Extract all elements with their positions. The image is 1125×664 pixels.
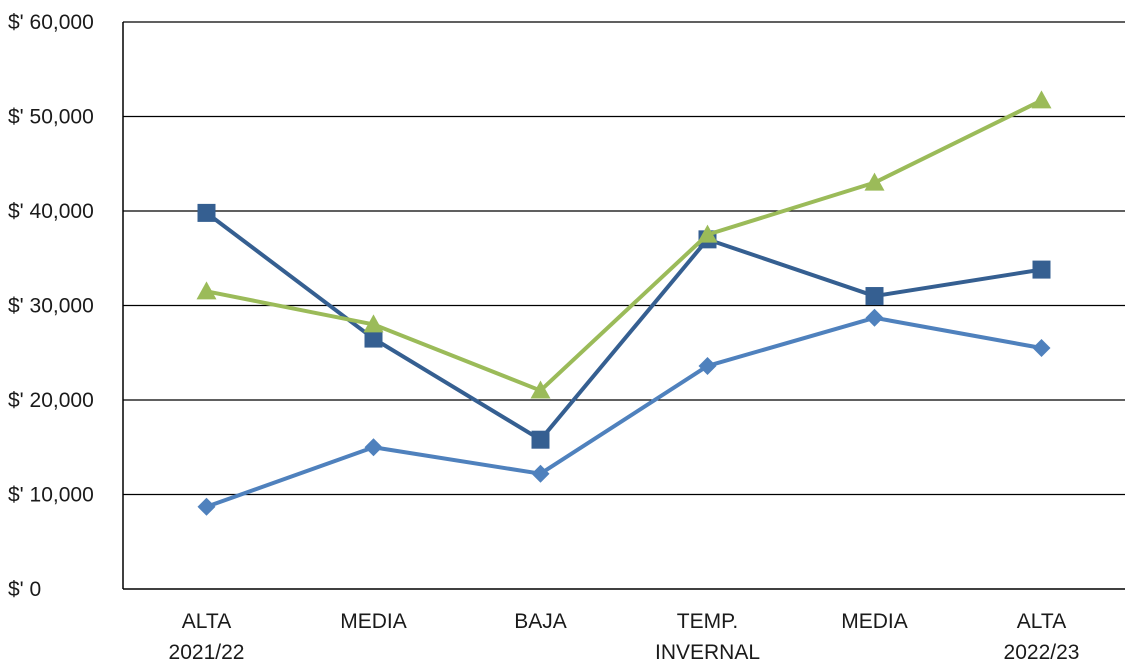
series-line — [204, 315, 1044, 509]
data-point-square — [1032, 260, 1051, 279]
series-layer — [196, 90, 1052, 516]
grid-layer — [123, 21, 1125, 496]
data-point-square — [865, 287, 884, 306]
data-point-triangle — [697, 224, 718, 243]
y-tick-label: $' 60,000 — [8, 11, 94, 34]
x-tick-label: INVERNAL — [655, 641, 760, 664]
y-tick-label: $' 40,000 — [8, 200, 94, 223]
x-tick-label: TEMP. — [677, 610, 738, 633]
data-point-square — [197, 203, 216, 222]
series-line — [204, 98, 1044, 393]
data-point-diamond — [364, 438, 383, 457]
data-point-triangle — [363, 314, 384, 333]
data-point-square — [531, 430, 550, 449]
x-tick-label: BAJA — [514, 610, 567, 633]
data-point-triangle — [530, 380, 551, 399]
x-tick-label: 2021/22 — [169, 641, 245, 664]
data-point-square — [364, 329, 383, 348]
y-tick-label: $' 30,000 — [8, 295, 94, 318]
data-point-triangle — [1031, 90, 1052, 109]
data-point-diamond — [698, 356, 717, 375]
y-tick-label: $' 10,000 — [8, 484, 94, 507]
x-tick-label: MEDIA — [841, 610, 908, 633]
x-tick-label: MEDIA — [340, 610, 407, 633]
axis-layer — [122, 22, 1125, 590]
data-point-triangle — [196, 281, 217, 300]
x-tick-label: ALTA — [182, 610, 231, 633]
data-point-triangle — [864, 172, 885, 191]
data-point-diamond — [197, 497, 216, 516]
y-tick-label: $' 50,000 — [8, 106, 94, 129]
y-tick-label: $' 0 — [8, 578, 41, 601]
data-point-diamond — [1032, 339, 1051, 358]
x-tick-label: ALTA — [1017, 610, 1066, 633]
label-layer: $' 0 $' 10,000 $' 20,000 $' 30,000 $' 40,000… — [8, 11, 1079, 664]
y-tick-label: $' 20,000 — [8, 389, 94, 412]
x-tick-label: 2022/23 — [1004, 641, 1080, 664]
data-point-diamond — [531, 464, 550, 483]
data-point-diamond — [865, 308, 884, 327]
